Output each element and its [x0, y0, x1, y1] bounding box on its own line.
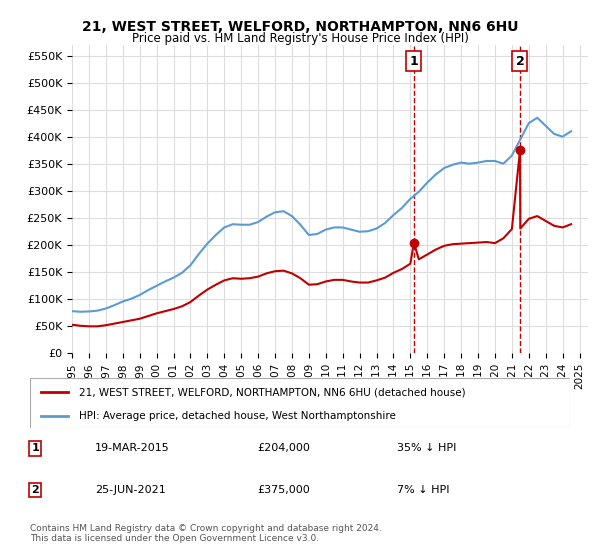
Text: 7% ↓ HPI: 7% ↓ HPI [397, 485, 450, 495]
Text: 19-MAR-2015: 19-MAR-2015 [95, 444, 170, 454]
Text: £204,000: £204,000 [257, 444, 310, 454]
Text: £375,000: £375,000 [257, 485, 310, 495]
Text: 1: 1 [410, 54, 418, 68]
Text: HPI: Average price, detached house, West Northamptonshire: HPI: Average price, detached house, West… [79, 411, 395, 421]
Text: 21, WEST STREET, WELFORD, NORTHAMPTON, NN6 6HU: 21, WEST STREET, WELFORD, NORTHAMPTON, N… [82, 20, 518, 34]
Text: Price paid vs. HM Land Registry's House Price Index (HPI): Price paid vs. HM Land Registry's House … [131, 32, 469, 45]
Text: 25-JUN-2021: 25-JUN-2021 [95, 485, 166, 495]
Text: 2: 2 [515, 54, 524, 68]
Text: 21, WEST STREET, WELFORD, NORTHAMPTON, NN6 6HU (detached house): 21, WEST STREET, WELFORD, NORTHAMPTON, N… [79, 387, 465, 397]
Text: 35% ↓ HPI: 35% ↓ HPI [397, 444, 457, 454]
FancyBboxPatch shape [30, 378, 570, 428]
Text: Contains HM Land Registry data © Crown copyright and database right 2024.
This d: Contains HM Land Registry data © Crown c… [30, 524, 382, 543]
Text: 1: 1 [32, 444, 39, 454]
Text: 2: 2 [32, 485, 39, 495]
